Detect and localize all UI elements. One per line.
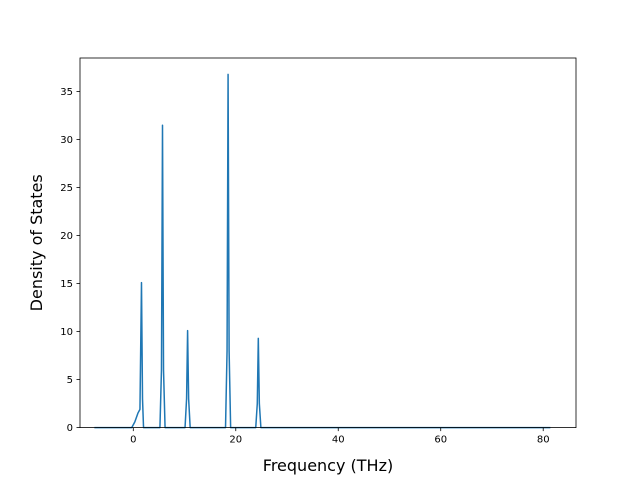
- x-tick-label: 0: [130, 435, 136, 446]
- x-tick-label: 60: [434, 435, 447, 446]
- plot-area: [94, 73, 551, 429]
- y-tick-label: 15: [60, 279, 73, 290]
- y-tick-label: 30: [60, 135, 73, 146]
- x-tick-label: 20: [229, 435, 242, 446]
- series-line-0: [94, 73, 551, 429]
- y-axis: 0 5 10 15 20 25 30 35: [60, 87, 80, 434]
- y-tick-label: 25: [60, 183, 73, 194]
- x-tick-label: 40: [332, 435, 345, 446]
- y-tick-label: 0: [67, 423, 73, 434]
- y-tick-label: 5: [67, 375, 73, 386]
- x-axis: 0 20 40 60 80: [130, 427, 550, 446]
- y-tick-label: 20: [60, 231, 73, 242]
- y-axis-label: Density of States: [27, 174, 46, 311]
- y-tick-label: 10: [60, 327, 73, 338]
- axes-frame: [79, 57, 577, 429]
- y-tick-label: 35: [60, 87, 73, 98]
- x-axis-label: Frequency (THz): [263, 456, 393, 475]
- x-tick-label: 80: [537, 435, 550, 446]
